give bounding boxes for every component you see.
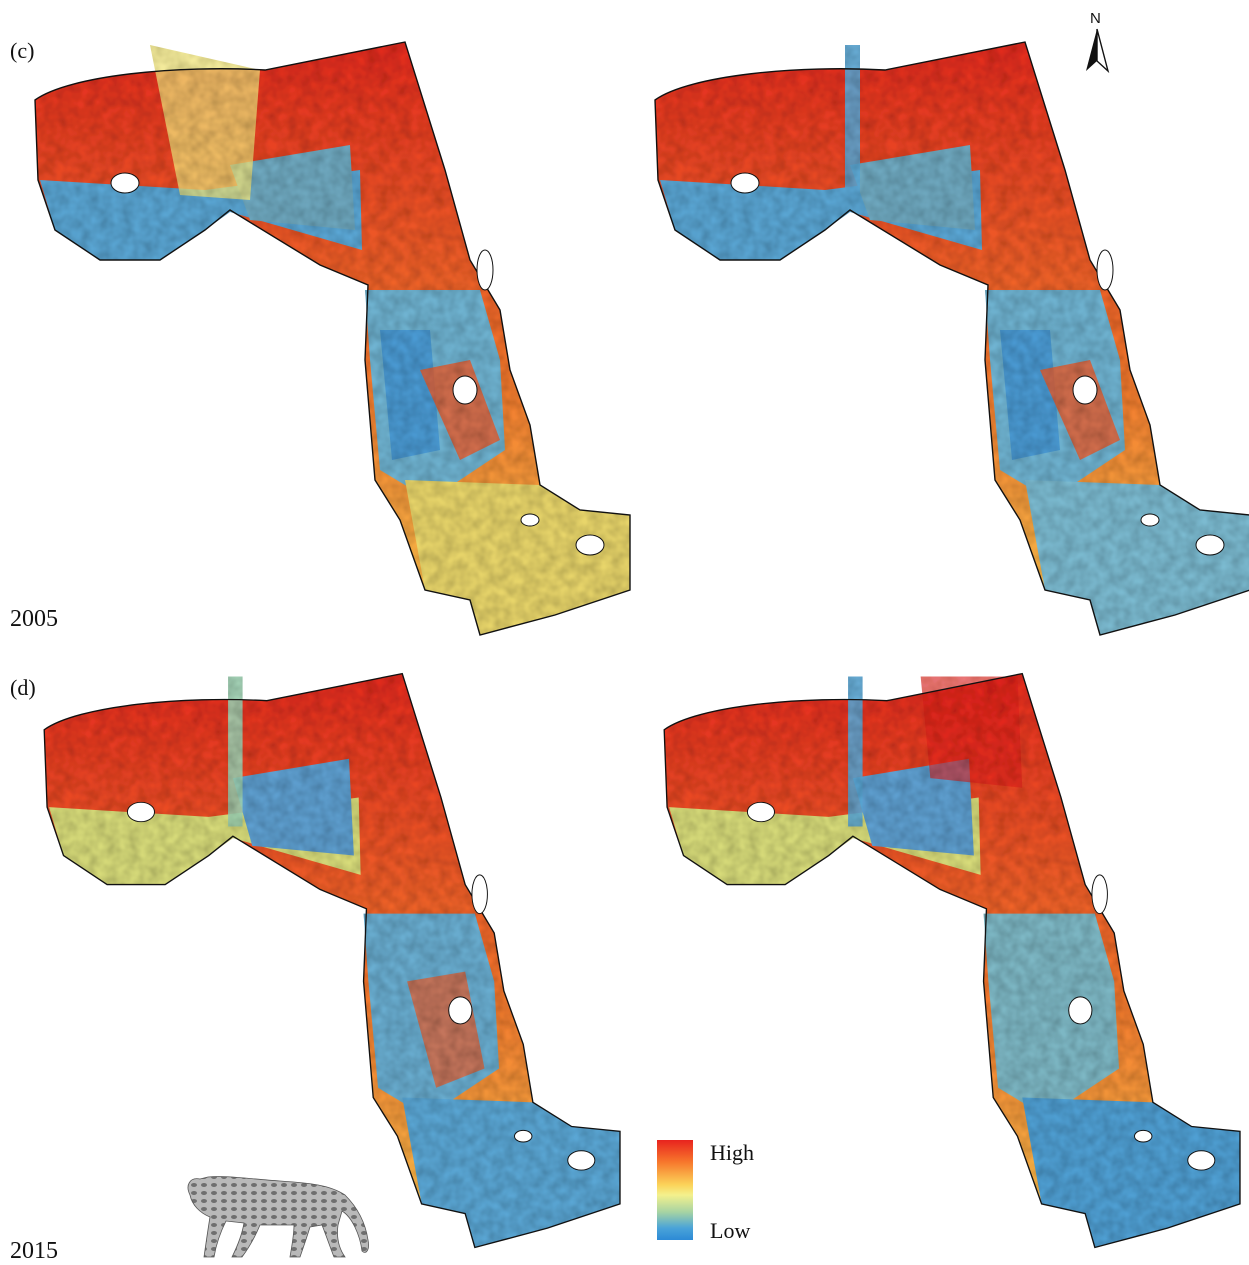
legend-color-ramp: [657, 1140, 693, 1240]
north-arrow-icon: [1086, 28, 1110, 74]
map-2005-right: [654, 41, 1249, 636]
year-label-2015: 2015: [10, 1238, 58, 1264]
panel-label-c: (c): [10, 38, 35, 63]
north-label: N: [1090, 10, 1101, 27]
legend-high-label: High: [710, 1140, 754, 1165]
panel-label-d: (d): [10, 675, 36, 700]
ocelot-icon: [187, 1176, 369, 1258]
year-label-2005: 2005: [10, 606, 58, 632]
map-2015-right: [663, 672, 1241, 1249]
legend-low-label: Low: [710, 1218, 751, 1243]
north-arrow: N: [1082, 10, 1112, 75]
map-2005-left: [34, 41, 631, 636]
map-2015-left: [43, 672, 621, 1249]
